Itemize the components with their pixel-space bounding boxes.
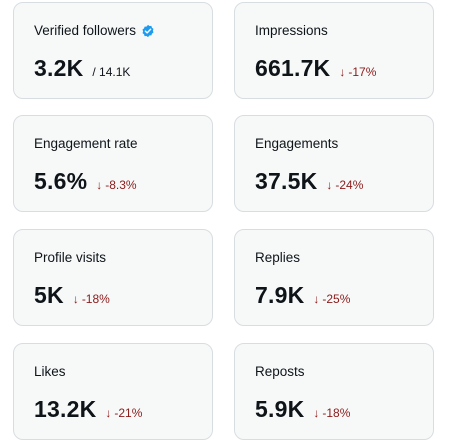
metric-label-text: Verified followers	[34, 23, 137, 38]
metric-label-text: Engagements	[255, 136, 339, 151]
metric-label-text: Impressions	[255, 23, 328, 38]
metric-value-row: 5K ↓ -18%	[34, 282, 110, 309]
metric-label: Impressions	[255, 23, 328, 38]
metric-change-text: -25%	[322, 292, 351, 306]
metric-change: ↓ -25%	[313, 292, 350, 306]
metric-value-row: 7.9K ↓ -25%	[255, 282, 350, 309]
metric-change: ↓ -24%	[326, 178, 363, 192]
metric-label: Likes	[34, 364, 66, 379]
arrow-down-icon: ↓	[105, 406, 112, 420]
metric-change-text: -21%	[114, 406, 143, 420]
metric-label: Replies	[255, 250, 300, 265]
metric-value: 5.6%	[34, 168, 88, 194]
metric-label: Engagements	[255, 136, 338, 151]
metric-label-text: Replies	[255, 250, 301, 265]
metric-change-text: -18%	[322, 406, 351, 420]
metric-card-engagement-rate[interactable]: Engagement rate 5.6% ↓ -8.3%	[13, 115, 213, 212]
metric-change: ↓ -21%	[105, 406, 142, 420]
metric-card-impressions[interactable]: Impressions 661.7K ↓ -17%	[234, 2, 434, 99]
metric-label-text: Reposts	[255, 364, 305, 379]
arrow-down-icon: ↓	[313, 292, 320, 306]
metric-value-row: 5.9K ↓ -18%	[255, 396, 350, 423]
metric-label: Engagement rate	[34, 136, 138, 151]
verified-badge-icon	[141, 24, 155, 38]
metric-label-text: Likes	[34, 364, 66, 379]
metric-value-row: 37.5K ↓ -24%	[255, 168, 363, 195]
arrow-down-icon: ↓	[96, 178, 103, 192]
metric-label-text: Profile visits	[34, 250, 107, 265]
metric-total: / 14.1K	[92, 65, 131, 79]
metric-value: 37.5K	[255, 168, 318, 194]
metric-change: ↓ -8.3%	[96, 178, 136, 192]
arrow-down-icon: ↓	[339, 65, 346, 79]
arrow-down-icon: ↓	[326, 178, 333, 192]
arrow-down-icon: ↓	[313, 406, 320, 420]
metric-value-row: 661.7K ↓ -17%	[255, 55, 376, 82]
metric-change: ↓ -18%	[73, 292, 110, 306]
metric-card-profile-visits[interactable]: Profile visits 5K ↓ -18%	[13, 229, 213, 326]
metric-card-replies[interactable]: Replies 7.9K ↓ -25%	[234, 229, 434, 326]
metric-label: Profile visits	[34, 250, 106, 265]
metric-card-likes[interactable]: Likes 13.2K ↓ -21%	[13, 343, 213, 440]
metric-value: 7.9K	[255, 282, 305, 308]
metric-change-text: -17%	[348, 65, 377, 79]
metric-card-engagements[interactable]: Engagements 37.5K ↓ -24%	[234, 115, 434, 212]
metric-label: Verified followers	[34, 23, 155, 38]
metric-card-reposts[interactable]: Reposts 5.9K ↓ -18%	[234, 343, 434, 440]
metric-change-text: -24%	[335, 178, 364, 192]
metric-change: ↓ -18%	[313, 406, 350, 420]
metric-label-text: Engagement rate	[34, 136, 138, 151]
metric-value-row: 3.2K / 14.1K	[34, 55, 130, 82]
metric-value: 13.2K	[34, 396, 97, 422]
metric-value: 5K	[34, 282, 64, 308]
metric-value-row: 13.2K ↓ -21%	[34, 396, 142, 423]
metric-card-verified-followers[interactable]: Verified followers 3.2K / 14.1K	[13, 2, 213, 99]
metric-change-text: -18%	[81, 292, 110, 306]
metric-change: ↓ -17%	[339, 65, 376, 79]
metric-value: 661.7K	[255, 55, 331, 81]
arrow-down-icon: ↓	[72, 292, 79, 306]
metric-value-row: 5.6% ↓ -8.3%	[34, 168, 137, 195]
metric-label: Reposts	[255, 364, 305, 379]
metric-change-text: -8.3%	[105, 178, 137, 192]
metric-value: 5.9K	[255, 396, 305, 422]
metric-value: 3.2K	[34, 55, 84, 81]
